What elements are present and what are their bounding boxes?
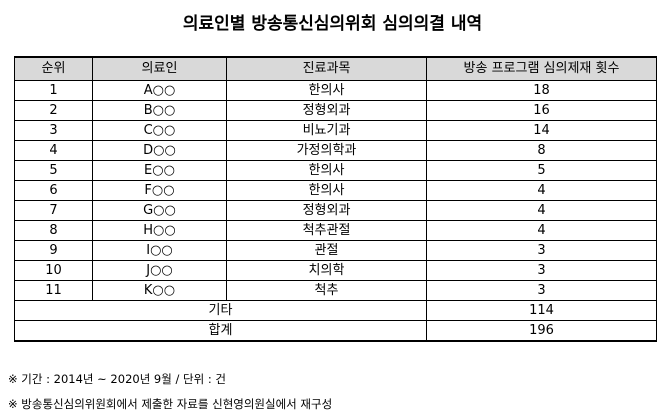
rank-cell: 7 (14, 200, 93, 221)
practitioner-cell: E○○ (92, 160, 227, 181)
table-header-row: 순위 의료인 진료과목 방송 프로그램 심의제재 횟수 (14, 56, 657, 81)
department-cell: 척추 (226, 280, 427, 301)
count-cell: 3 (426, 280, 657, 301)
count-cell: 4 (426, 220, 657, 241)
rank-cell: 6 (14, 180, 93, 201)
practitioner-cell: F○○ (92, 180, 227, 201)
practitioner-cell: A○○ (92, 80, 227, 101)
practitioner-cell: G○○ (92, 200, 227, 221)
total-row: 합계 196 (14, 320, 657, 342)
header-sanction-count: 방송 프로그램 심의제재 횟수 (426, 56, 657, 81)
other-label: 기타 (14, 300, 427, 321)
table-row: 4 D○○ 가정의학과 8 (14, 140, 657, 161)
rank-cell: 11 (14, 280, 93, 301)
table-row: 1 A○○ 한의사 18 (14, 80, 657, 101)
practitioner-cell: H○○ (92, 220, 227, 241)
department-cell: 관절 (226, 240, 427, 261)
rank-cell: 4 (14, 140, 93, 161)
department-cell: 치의학 (226, 260, 427, 281)
count-cell: 3 (426, 260, 657, 281)
count-cell: 8 (426, 140, 657, 161)
department-cell: 비뇨기과 (226, 120, 427, 141)
department-cell: 한의사 (226, 160, 427, 181)
rank-cell: 1 (14, 80, 93, 101)
department-cell: 가정의학과 (226, 140, 427, 161)
table-row: 7 G○○ 정형외과 4 (14, 200, 657, 221)
header-practitioner: 의료인 (92, 56, 227, 81)
practitioner-cell: D○○ (92, 140, 227, 161)
practitioner-cell: J○○ (92, 260, 227, 281)
source-note: ※ 방송통신심의위원회에서 제출한 자료를 신현영의원실에서 재구성 (8, 397, 333, 411)
count-cell: 4 (426, 200, 657, 221)
department-cell: 척추관절 (226, 220, 427, 241)
rank-cell: 3 (14, 120, 93, 141)
practitioner-cell: B○○ (92, 100, 227, 121)
rank-cell: 8 (14, 220, 93, 241)
table-row: 3 C○○ 비뇨기과 14 (14, 120, 657, 141)
department-cell: 정형외과 (226, 200, 427, 221)
count-cell: 4 (426, 180, 657, 201)
table-row: 8 H○○ 척추관절 4 (14, 220, 657, 241)
table-row: 2 B○○ 정형외과 16 (14, 100, 657, 121)
count-cell: 14 (426, 120, 657, 141)
total-label: 합계 (14, 320, 427, 342)
table-row: 6 F○○ 한의사 4 (14, 180, 657, 201)
practitioner-cell: C○○ (92, 120, 227, 141)
department-cell: 정형외과 (226, 100, 427, 121)
practitioner-cell: K○○ (92, 280, 227, 301)
rank-cell: 10 (14, 260, 93, 281)
count-cell: 16 (426, 100, 657, 121)
document-title: 의료인별 방송통신심의위회 심의의결 내역 (182, 14, 483, 34)
count-cell: 5 (426, 160, 657, 181)
rank-cell: 2 (14, 100, 93, 121)
practitioner-cell: I○○ (92, 240, 227, 261)
header-department: 진료과목 (226, 56, 427, 81)
department-cell: 한의사 (226, 80, 427, 101)
count-cell: 18 (426, 80, 657, 101)
other-row: 기타 114 (14, 300, 657, 321)
table-row: 10 J○○ 치의학 3 (14, 260, 657, 281)
table-row: 5 E○○ 한의사 5 (14, 160, 657, 181)
header-rank: 순위 (14, 56, 93, 81)
total-count: 196 (426, 320, 657, 342)
table-row: 9 I○○ 관절 3 (14, 240, 657, 261)
count-cell: 3 (426, 240, 657, 261)
other-count: 114 (426, 300, 657, 321)
table-row: 11 K○○ 척추 3 (14, 280, 657, 301)
department-cell: 한의사 (226, 180, 427, 201)
period-note: ※ 기간 : 2014년 ~ 2020년 9월 / 단위 : 건 (8, 372, 226, 386)
rank-cell: 9 (14, 240, 93, 261)
rank-cell: 5 (14, 160, 93, 181)
sanctions-table: 순위 의료인 진료과목 방송 프로그램 심의제재 횟수 1 A○○ 한의사 18… (14, 56, 657, 342)
